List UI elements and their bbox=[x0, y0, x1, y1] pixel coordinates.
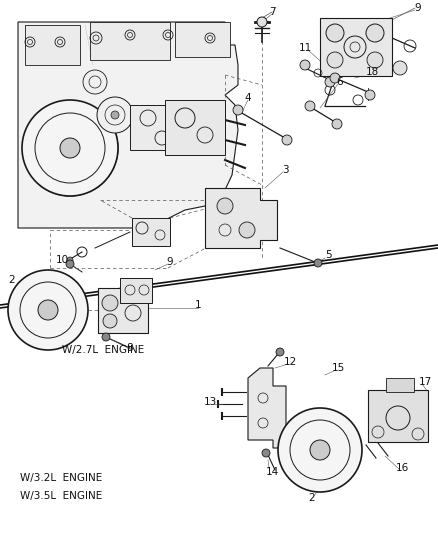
Text: W/2.7L  ENGINE: W/2.7L ENGINE bbox=[62, 345, 144, 355]
Circle shape bbox=[326, 24, 344, 42]
Circle shape bbox=[66, 260, 74, 268]
Circle shape bbox=[257, 17, 267, 27]
Text: 11: 11 bbox=[298, 43, 311, 53]
Polygon shape bbox=[205, 188, 277, 248]
Circle shape bbox=[305, 101, 315, 111]
Bar bbox=[132, 218, 170, 246]
Circle shape bbox=[310, 440, 330, 460]
Text: W/3.2L  ENGINE: W/3.2L ENGINE bbox=[20, 473, 102, 483]
Text: 10: 10 bbox=[56, 255, 69, 265]
Circle shape bbox=[239, 222, 255, 238]
Text: 5: 5 bbox=[325, 250, 331, 260]
Text: W/3.5L  ENGINE: W/3.5L ENGINE bbox=[20, 491, 102, 501]
Bar bbox=[386, 378, 414, 392]
Circle shape bbox=[300, 60, 310, 70]
Circle shape bbox=[330, 73, 340, 83]
Text: 2: 2 bbox=[309, 493, 315, 503]
Bar bbox=[90, 22, 170, 60]
Text: 9: 9 bbox=[167, 257, 173, 267]
Circle shape bbox=[325, 77, 335, 87]
Bar bbox=[130, 105, 175, 150]
Text: 6: 6 bbox=[337, 77, 343, 87]
Bar bbox=[320, 18, 392, 76]
Circle shape bbox=[327, 52, 343, 68]
Bar bbox=[368, 390, 428, 442]
Text: 17: 17 bbox=[418, 377, 431, 387]
Text: 9: 9 bbox=[415, 3, 421, 13]
Bar bbox=[165, 100, 225, 155]
Circle shape bbox=[22, 100, 118, 196]
Text: 16: 16 bbox=[396, 463, 409, 473]
Circle shape bbox=[103, 314, 117, 328]
Circle shape bbox=[278, 408, 362, 492]
Circle shape bbox=[217, 198, 233, 214]
Text: 4: 4 bbox=[245, 93, 251, 103]
Bar bbox=[98, 288, 148, 333]
Text: 15: 15 bbox=[332, 363, 345, 373]
Text: 12: 12 bbox=[283, 357, 297, 367]
Circle shape bbox=[83, 70, 107, 94]
Circle shape bbox=[38, 300, 58, 320]
Bar bbox=[120, 278, 152, 303]
Circle shape bbox=[97, 97, 133, 133]
Circle shape bbox=[314, 259, 322, 267]
Circle shape bbox=[67, 257, 73, 263]
Text: 7: 7 bbox=[268, 7, 276, 17]
Text: 3: 3 bbox=[282, 165, 288, 175]
Circle shape bbox=[367, 52, 383, 68]
Circle shape bbox=[102, 333, 110, 341]
Circle shape bbox=[262, 449, 270, 457]
Bar bbox=[175, 22, 230, 57]
Circle shape bbox=[332, 119, 342, 129]
Circle shape bbox=[365, 90, 375, 100]
Text: 13: 13 bbox=[203, 397, 217, 407]
Polygon shape bbox=[18, 22, 238, 228]
Text: 1: 1 bbox=[194, 300, 201, 310]
Text: 18: 18 bbox=[365, 67, 378, 77]
Text: 14: 14 bbox=[265, 467, 279, 477]
Text: 2: 2 bbox=[9, 275, 15, 285]
Circle shape bbox=[366, 24, 384, 42]
Circle shape bbox=[102, 295, 118, 311]
Circle shape bbox=[393, 61, 407, 75]
Polygon shape bbox=[248, 368, 286, 448]
Circle shape bbox=[111, 111, 119, 119]
Circle shape bbox=[60, 138, 80, 158]
Circle shape bbox=[276, 348, 284, 356]
Text: 8: 8 bbox=[127, 343, 133, 353]
Circle shape bbox=[8, 270, 88, 350]
Bar bbox=[25, 25, 80, 65]
Circle shape bbox=[233, 105, 243, 115]
Circle shape bbox=[282, 135, 292, 145]
